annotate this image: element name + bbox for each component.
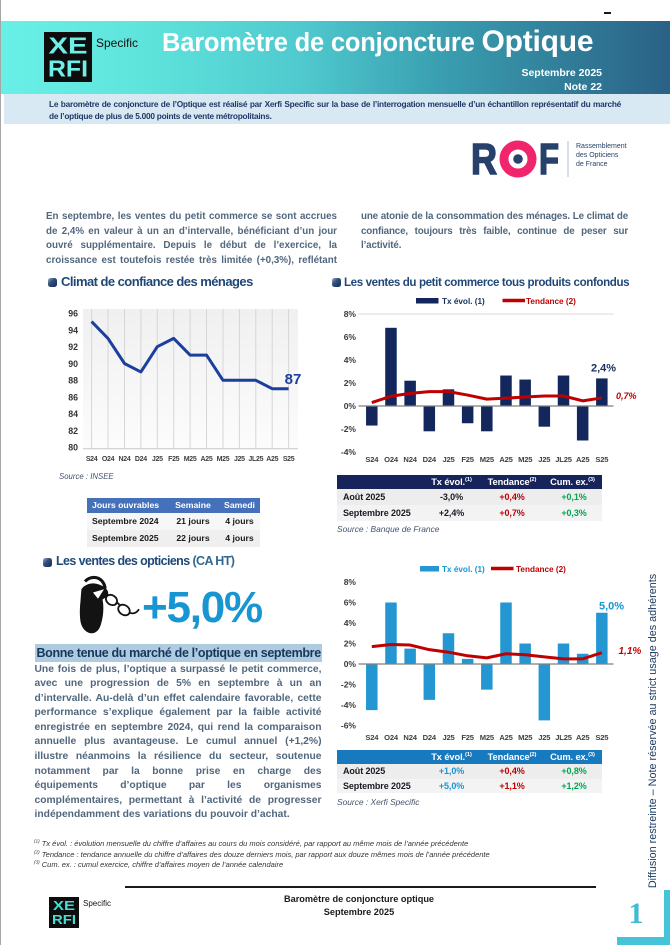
svg-text:M25: M25 xyxy=(480,455,495,464)
svg-text:2%: 2% xyxy=(344,378,357,388)
svg-text:92: 92 xyxy=(68,342,78,352)
svg-text:F25: F25 xyxy=(461,455,474,464)
svg-text:F25: F25 xyxy=(461,733,474,742)
svg-text:R: R xyxy=(471,135,497,184)
svg-text:80: 80 xyxy=(68,443,78,453)
svg-text:O24: O24 xyxy=(102,456,115,463)
svg-text:J25: J25 xyxy=(442,733,455,742)
svg-text:4%: 4% xyxy=(344,618,357,628)
svg-text:M25: M25 xyxy=(518,733,533,742)
svg-text:D24: D24 xyxy=(135,456,147,463)
svg-text:J25: J25 xyxy=(442,455,455,464)
svg-text:82: 82 xyxy=(68,426,78,436)
svg-text:Rassemblement: Rassemblement xyxy=(576,143,627,150)
svg-text:N24: N24 xyxy=(119,456,131,463)
svg-text:86: 86 xyxy=(68,392,78,402)
svg-text:6%: 6% xyxy=(344,332,357,342)
svg-text:M25: M25 xyxy=(480,733,495,742)
svg-text:4%: 4% xyxy=(344,355,357,365)
svg-text:M25: M25 xyxy=(217,456,230,463)
svg-text:A25: A25 xyxy=(201,456,213,463)
svg-text:de France: de France xyxy=(576,161,608,168)
svg-text:M25: M25 xyxy=(518,455,533,464)
svg-text:JL25: JL25 xyxy=(248,456,263,463)
svg-text:-4%: -4% xyxy=(341,700,357,710)
svg-text:J25: J25 xyxy=(538,455,551,464)
svg-text:RFI: RFI xyxy=(48,56,88,82)
svg-text:JL25: JL25 xyxy=(555,455,572,464)
svg-text:S25: S25 xyxy=(595,733,609,742)
svg-text:84: 84 xyxy=(68,409,78,419)
svg-text:S25: S25 xyxy=(283,456,295,463)
svg-text:A25: A25 xyxy=(499,733,513,742)
svg-text:RFI: RFI xyxy=(52,912,76,927)
svg-text:Tx évol. (1): Tx évol. (1) xyxy=(442,565,485,574)
svg-text:N24: N24 xyxy=(403,455,417,464)
svg-text:S24: S24 xyxy=(365,455,379,464)
svg-text:des Opticiens: des Opticiens xyxy=(576,152,619,159)
svg-text:N24: N24 xyxy=(403,733,417,742)
svg-text:5,0%: 5,0% xyxy=(599,601,624,613)
svg-text:A25: A25 xyxy=(499,455,513,464)
svg-text:8%: 8% xyxy=(344,577,357,587)
svg-text:6%: 6% xyxy=(344,598,357,608)
svg-text:S24: S24 xyxy=(86,456,98,463)
svg-text:88: 88 xyxy=(68,376,78,386)
svg-text:D24: D24 xyxy=(423,733,437,742)
svg-text:S25: S25 xyxy=(595,455,609,464)
svg-text:O24: O24 xyxy=(384,733,399,742)
svg-text:S24: S24 xyxy=(365,733,379,742)
svg-text:A25: A25 xyxy=(576,733,590,742)
svg-text:-6%: -6% xyxy=(341,721,357,731)
svg-text:XE: XE xyxy=(49,33,88,59)
svg-text:1,1%: 1,1% xyxy=(619,646,642,657)
svg-text:F25: F25 xyxy=(168,456,180,463)
svg-text:90: 90 xyxy=(68,359,78,369)
svg-text:Tendance (2): Tendance (2) xyxy=(516,565,566,574)
svg-text:Tendance (2): Tendance (2) xyxy=(526,297,576,306)
svg-text:A25: A25 xyxy=(576,455,590,464)
svg-text:0,7%: 0,7% xyxy=(616,391,637,401)
svg-text:0%: 0% xyxy=(344,401,357,411)
svg-text:M25: M25 xyxy=(184,456,197,463)
svg-text:-2%: -2% xyxy=(341,680,357,690)
svg-text:O24: O24 xyxy=(384,455,399,464)
svg-text:87: 87 xyxy=(285,371,302,388)
svg-text:J25: J25 xyxy=(538,733,551,742)
svg-text:A25: A25 xyxy=(266,456,278,463)
svg-text:J25: J25 xyxy=(152,456,163,463)
svg-text:JL25: JL25 xyxy=(555,733,572,742)
svg-text:-4%: -4% xyxy=(341,447,357,457)
svg-text:2,4%: 2,4% xyxy=(591,363,616,375)
svg-text:94: 94 xyxy=(68,325,78,335)
svg-text:0%: 0% xyxy=(344,659,357,669)
svg-text:96: 96 xyxy=(68,309,78,319)
svg-text:J25: J25 xyxy=(234,456,245,463)
svg-text:2%: 2% xyxy=(344,639,357,649)
svg-text:D24: D24 xyxy=(423,455,437,464)
svg-text:8%: 8% xyxy=(344,309,357,319)
svg-text:-2%: -2% xyxy=(341,424,357,434)
svg-text:F: F xyxy=(539,135,559,184)
svg-text:Tx évol. (1): Tx évol. (1) xyxy=(442,297,485,306)
svg-text:XE: XE xyxy=(53,898,75,913)
